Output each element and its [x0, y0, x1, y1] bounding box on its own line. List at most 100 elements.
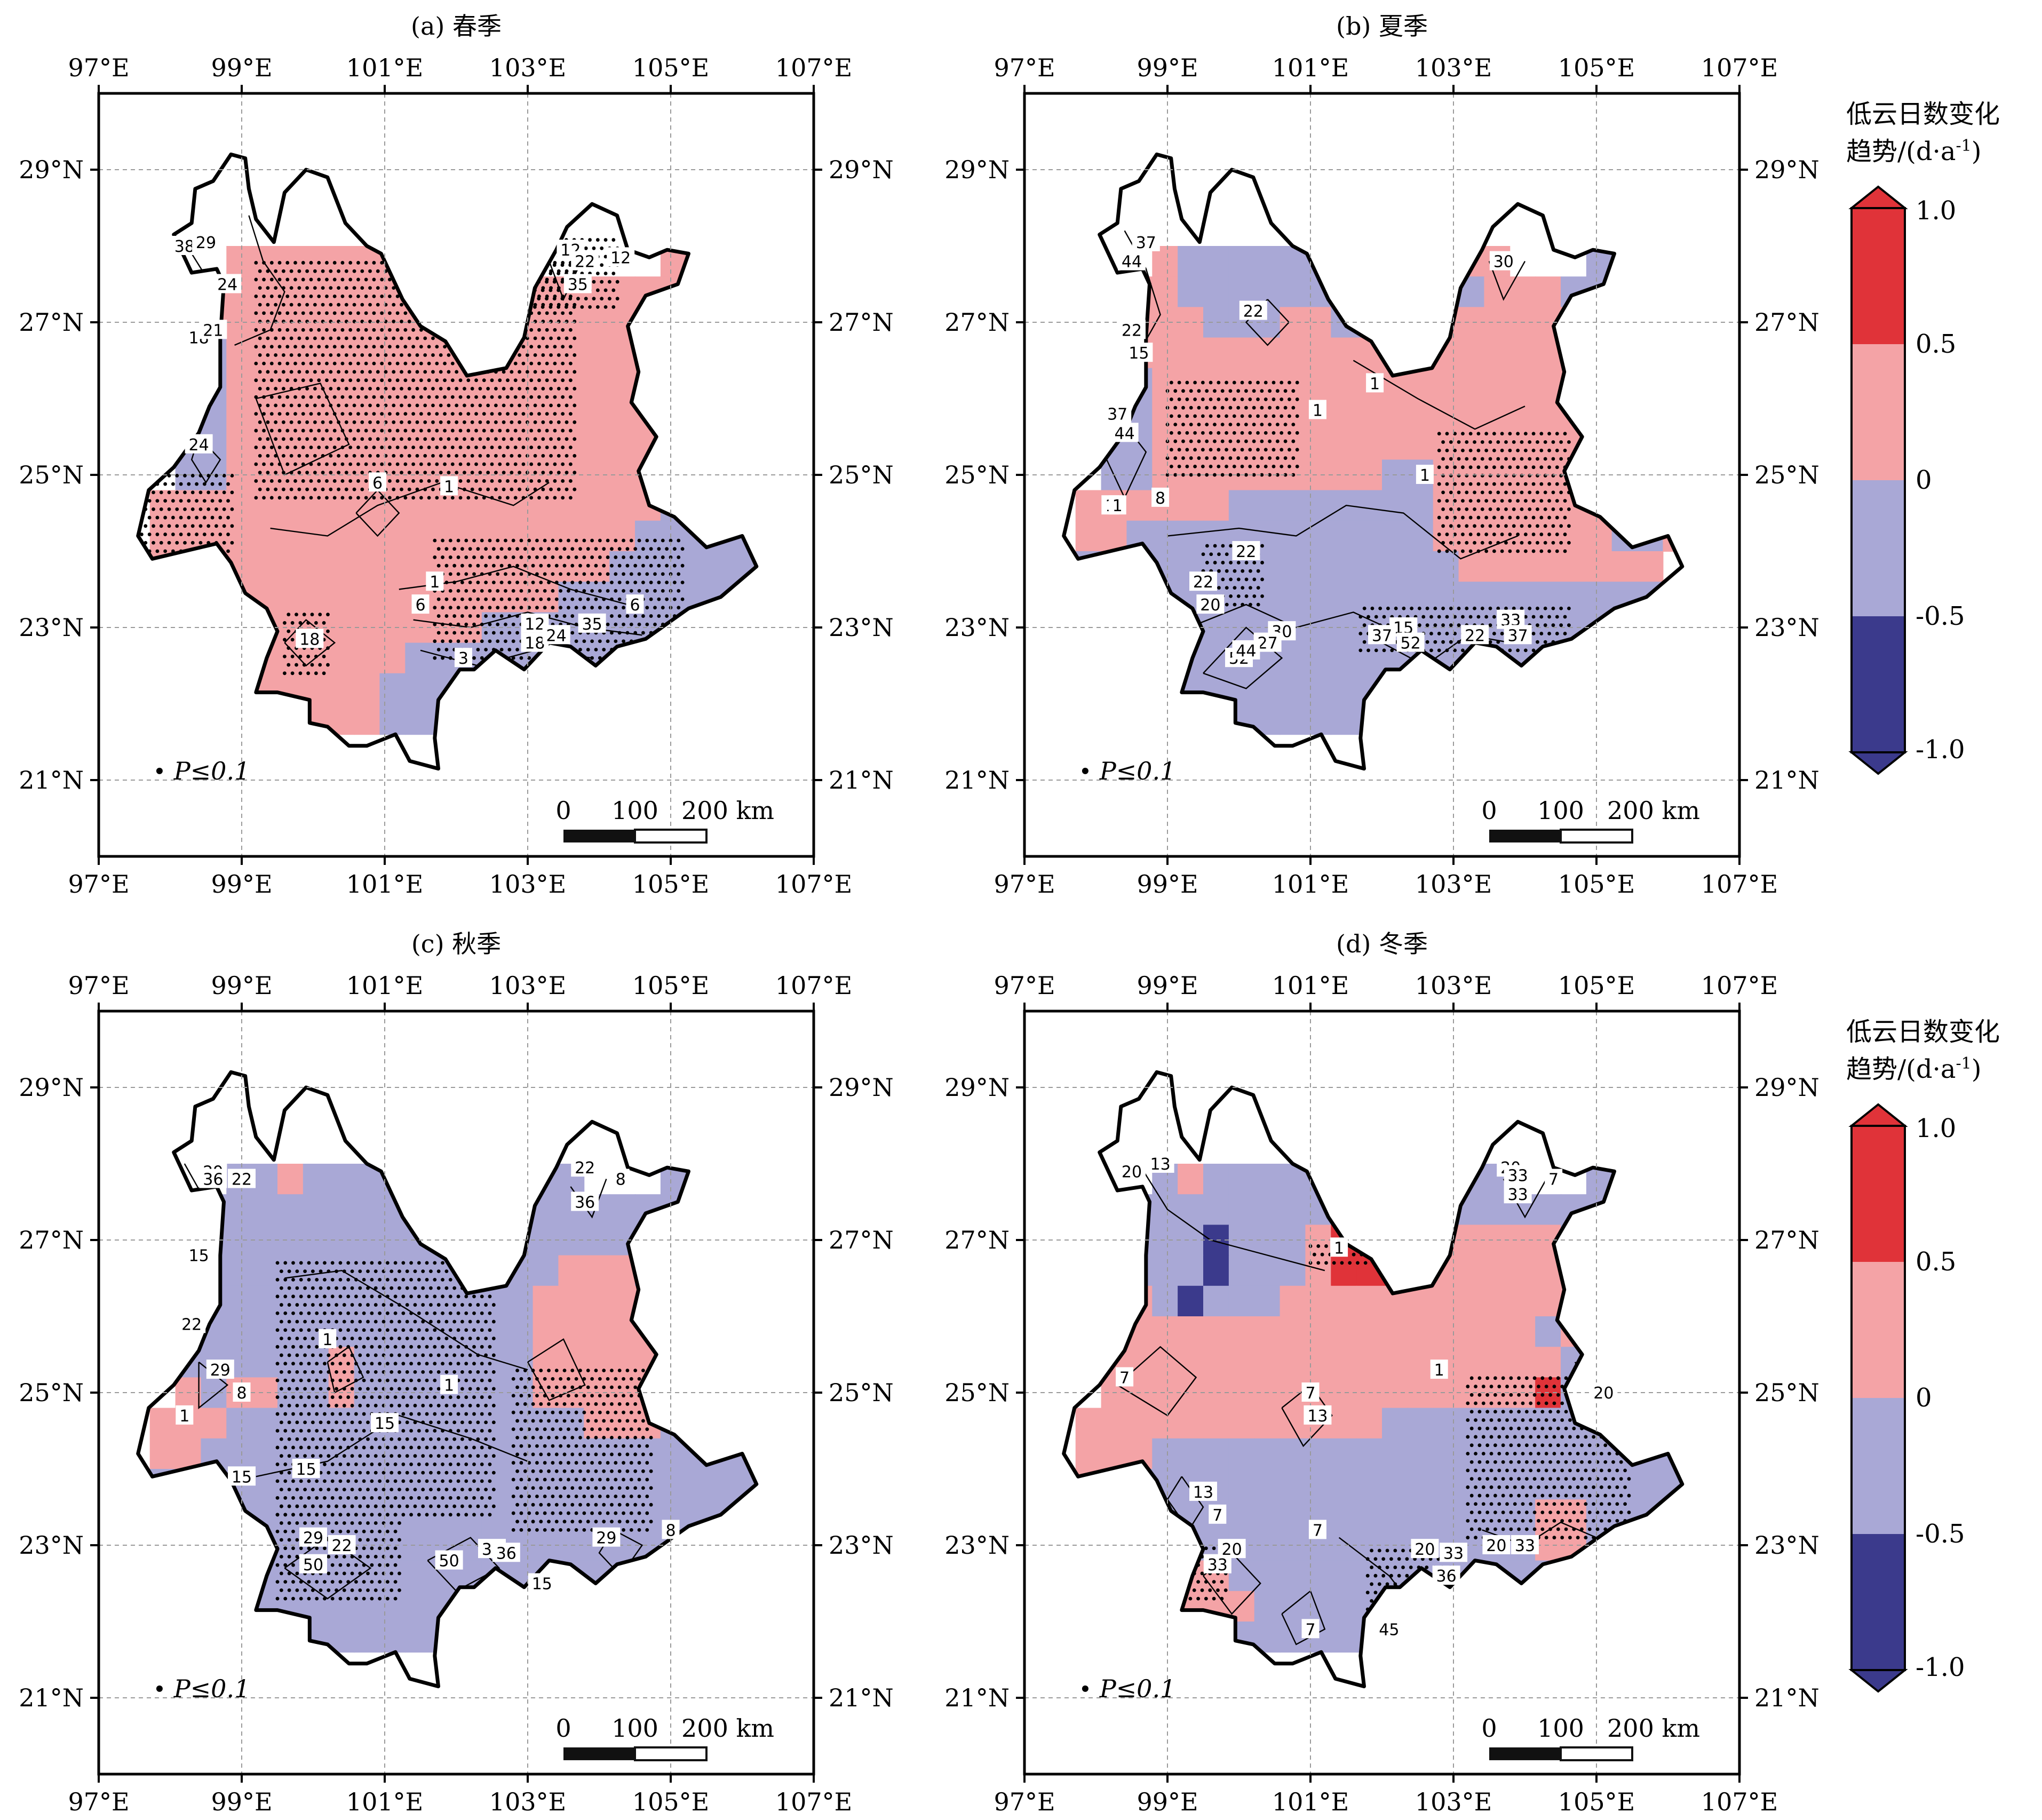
stipple-dot	[392, 269, 396, 273]
stipple-dot	[400, 370, 403, 374]
stipple-dot	[366, 1320, 370, 1324]
stipple-dot	[269, 428, 274, 433]
stipple-dot	[283, 1445, 288, 1450]
stipple-dot	[488, 589, 492, 593]
stipple-dot	[274, 403, 278, 408]
stipple-dot	[669, 538, 673, 543]
stipple-dot	[590, 572, 594, 576]
stipple-dot	[443, 345, 447, 349]
stipple-dot	[370, 1479, 374, 1483]
stipple-dot	[1539, 448, 1544, 452]
stipple-dot	[1531, 648, 1536, 653]
stipple-dot	[385, 1395, 390, 1399]
stipple-dot	[1457, 524, 1461, 528]
stipple-dot	[417, 1261, 421, 1265]
stipple-dot	[368, 336, 372, 340]
stipple-dot	[439, 387, 443, 391]
stipple-dot	[600, 280, 604, 284]
stipple-dot	[543, 606, 547, 610]
stipple-dot	[447, 353, 451, 357]
trend-cell	[507, 459, 534, 491]
stipple-dot	[1201, 398, 1205, 401]
stipple-dot	[1244, 389, 1248, 393]
stipple-dot	[574, 1495, 578, 1498]
trend-cell	[1152, 520, 1179, 552]
stipple-dot	[283, 1294, 288, 1299]
stipple-dot	[629, 656, 633, 660]
lon-tick-label: 99°E	[1137, 870, 1198, 899]
stipple-dot	[441, 1362, 444, 1366]
stipple-dot	[401, 1311, 406, 1315]
stipple-dot	[1283, 423, 1288, 427]
stipple-dot	[1551, 490, 1555, 495]
stipple-dot	[566, 1427, 570, 1432]
trend-cell	[635, 520, 661, 552]
stipple-dot	[360, 403, 364, 408]
stipple-dot	[533, 305, 537, 309]
stipple-dot	[350, 1471, 354, 1475]
stipple-dot	[1248, 380, 1252, 385]
stipple-dot	[350, 1437, 354, 1441]
stipple-dot	[350, 1370, 354, 1374]
stipple-dot	[338, 1345, 343, 1349]
stipple-dot	[439, 420, 443, 424]
trend-cell	[481, 1438, 508, 1469]
stipple-dot	[482, 446, 486, 449]
stipple-dot	[429, 1286, 433, 1290]
stipple-dot	[547, 1402, 551, 1406]
stipple-dot	[531, 597, 535, 601]
stipple-dot	[1358, 632, 1363, 635]
stipple-dot	[549, 454, 553, 458]
stipple-dot	[545, 378, 549, 383]
stipple-dot	[425, 1479, 429, 1483]
stipple-dot	[592, 246, 596, 250]
stipple-dot	[403, 479, 408, 483]
stipple-dot	[1429, 632, 1433, 635]
trend-cell	[379, 520, 406, 552]
stipple-dot	[464, 1463, 468, 1466]
stipple-dot	[486, 403, 490, 408]
stipple-dot	[275, 1496, 280, 1500]
stipple-dot	[680, 547, 685, 551]
stipple-dot	[1264, 398, 1268, 401]
stipple-dot	[342, 1370, 346, 1374]
stipple-dot	[392, 487, 396, 491]
stipple-dot	[582, 639, 586, 643]
stipple-dot	[1169, 431, 1173, 435]
stipple-dot	[484, 563, 488, 568]
stipple-dot	[274, 420, 278, 424]
stipple-dot	[407, 269, 411, 273]
stipple-dot	[1288, 398, 1291, 401]
trend-cell	[609, 1194, 635, 1226]
stipple-dot	[458, 395, 463, 399]
stipple-dot	[1551, 623, 1555, 627]
stipple-dot	[1473, 440, 1476, 444]
trend-cell	[1611, 399, 1638, 430]
stipple-dot	[342, 1403, 346, 1408]
stipple-dot	[368, 437, 372, 441]
stipple-dot	[1217, 448, 1221, 452]
stipple-dot	[1488, 640, 1492, 644]
stipple-dot	[513, 479, 518, 483]
stipple-dot	[187, 499, 191, 503]
stipple-dot	[1236, 473, 1241, 477]
stipple-dot	[283, 638, 287, 642]
stipple-dot	[598, 572, 602, 576]
stipple-dot	[496, 589, 500, 593]
stipple-dot	[463, 286, 466, 290]
stipple-dot	[551, 538, 555, 543]
contour-labels: 3744222215301113744181222220302752152233…	[1101, 232, 1532, 668]
stipple-dot	[468, 597, 472, 601]
stipple-dot	[1213, 456, 1217, 460]
stipple-dot	[159, 541, 163, 545]
stipple-dot	[405, 1437, 409, 1441]
stipple-dot	[474, 412, 478, 416]
stipple-dot	[490, 294, 494, 298]
stipple-dot	[566, 1394, 570, 1398]
stipple-dot	[337, 286, 340, 290]
stipple-dot	[625, 1419, 630, 1423]
stipple-dot	[305, 269, 309, 273]
stipple-dot	[464, 1429, 468, 1433]
trend-cell	[277, 337, 304, 369]
stipple-dot	[1185, 431, 1189, 435]
